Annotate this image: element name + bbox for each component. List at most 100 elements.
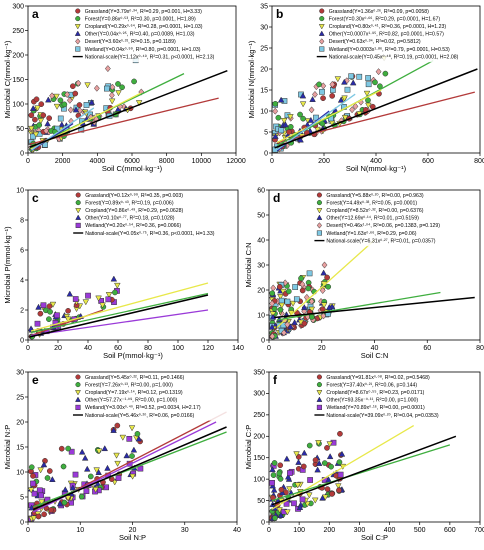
y-tick-label: 300 — [12, 3, 24, 10]
legend-marker — [319, 16, 325, 22]
fit-line-national-scale — [29, 294, 209, 338]
y-axis-label: Microbial C:P — [244, 425, 253, 470]
data-point — [82, 299, 90, 306]
legend-marker — [74, 24, 81, 30]
data-point — [275, 114, 282, 121]
data-point — [57, 97, 64, 104]
y-axis-label: Microbial P(mmol·kg⁻¹) — [3, 226, 12, 304]
data-point — [41, 511, 47, 518]
data-point — [344, 86, 351, 93]
legend-marker — [75, 390, 81, 396]
y-tick-label: 15 — [16, 444, 24, 451]
data-point — [277, 511, 285, 518]
legend-entry: National-scale(Y=5.46x⁰·²⁰, R²=0.06, p=0… — [85, 413, 195, 419]
legend-entry: Grassland(Y=0.12x⁰·⁹⁹, R²=0.35, p=0.003) — [85, 193, 183, 199]
y-tick-label: 30 — [16, 369, 24, 376]
data-point — [134, 430, 141, 437]
fit-line-national-scale — [271, 435, 457, 506]
y-tick-label: 10 — [16, 187, 24, 194]
legend-marker — [75, 222, 81, 228]
data-point — [272, 100, 279, 107]
data-point — [38, 492, 45, 499]
legend-marker — [74, 30, 81, 36]
data-point — [60, 463, 67, 470]
x-tick-label: 40 — [233, 527, 241, 534]
legend-entry: Cropland(Y=0.80x⁰·⁴¹, R²=0.36, p=0.0001,… — [329, 24, 447, 30]
x-tick-label: 0 — [267, 345, 271, 352]
panel-label: e — [32, 373, 39, 387]
x-tick-label: 40 — [84, 345, 92, 352]
data-point — [95, 448, 103, 455]
data-point — [64, 495, 72, 502]
data-point — [269, 466, 276, 473]
legend-entry: Forest(Y=37.40x⁰·²¹, R²=0.06, p=0.144) — [326, 382, 417, 388]
data-point — [277, 476, 284, 482]
y-tick-label: 100 — [253, 476, 265, 483]
y-tick-label: 10 — [260, 108, 268, 115]
data-point — [287, 114, 294, 121]
y-tick-label: 200 — [12, 52, 24, 59]
legend-marker — [316, 396, 323, 402]
legend-marker — [316, 200, 322, 206]
data-point — [44, 120, 51, 127]
data-point — [324, 486, 331, 492]
legend-marker — [75, 16, 81, 22]
data-point — [78, 493, 85, 500]
data-point — [43, 127, 50, 135]
data-point — [38, 101, 45, 108]
data-point — [336, 459, 343, 465]
data-point — [104, 464, 111, 471]
data-point — [334, 76, 342, 83]
data-point — [269, 290, 276, 297]
data-point — [286, 486, 293, 493]
y-tick-label: 25 — [16, 394, 24, 401]
data-point — [297, 136, 304, 143]
data-point — [95, 295, 102, 302]
y-axis-label: Microbial N:P — [3, 425, 12, 470]
data-point — [58, 445, 65, 452]
fit-line-grassland — [29, 97, 219, 145]
data-point — [38, 499, 45, 506]
data-point — [305, 285, 312, 292]
data-point — [114, 460, 121, 467]
data-point — [341, 78, 348, 85]
legend-marker — [316, 208, 323, 214]
data-point — [61, 101, 68, 108]
data-point — [114, 422, 121, 429]
data-point — [326, 453, 334, 460]
data-point — [83, 465, 91, 472]
data-point — [64, 91, 71, 99]
legend-entry: Other(Y=12.69x⁰·¹⁴, R²=0.01, p=0.5159) — [326, 216, 419, 222]
y-tick-label: 5 — [264, 129, 268, 136]
x-tick-label: 0 — [26, 527, 30, 534]
legend-entry: Other(Y=93.35x⁻⁰·¹¹, R²=0.00, p=1.000) — [326, 398, 418, 404]
data-point — [46, 468, 53, 474]
data-point — [365, 97, 371, 104]
legend-marker — [75, 214, 82, 220]
data-point — [301, 449, 308, 456]
data-point — [278, 302, 286, 309]
x-tick-label: 20 — [54, 345, 62, 352]
data-point — [36, 487, 43, 494]
panel-d: 0 20 40 60 80 0 10 20 30 40 50 60 Soil C:N Microbial … — [244, 187, 484, 360]
x-tick-label: 0 — [26, 158, 30, 165]
y-tick-label: 50 — [257, 498, 265, 505]
legend-marker — [316, 404, 322, 410]
x-tick-label: 400 — [370, 158, 382, 165]
data-point — [326, 441, 334, 448]
data-point — [365, 75, 371, 81]
y-tick-label: 0 — [20, 519, 24, 526]
legend-marker — [316, 192, 322, 198]
x-tick-label: 60 — [423, 345, 431, 352]
data-point — [44, 496, 51, 503]
legend-marker — [316, 390, 323, 396]
y-tick-label: 250 — [253, 412, 265, 419]
data-point — [45, 96, 52, 103]
data-point — [307, 477, 313, 483]
data-point — [31, 490, 38, 497]
data-point — [92, 486, 99, 493]
legend-entry: Forest(Y=0.86x⁰·⁵³, R²=0.30, p=0.0001, H… — [85, 16, 196, 22]
legend-entry: Cropland(Y=0.29x⁰·⁶⁴, R²=0.28, p=0.0001,… — [85, 24, 203, 30]
fit-line-cropland — [271, 425, 415, 510]
data-point — [307, 116, 315, 123]
